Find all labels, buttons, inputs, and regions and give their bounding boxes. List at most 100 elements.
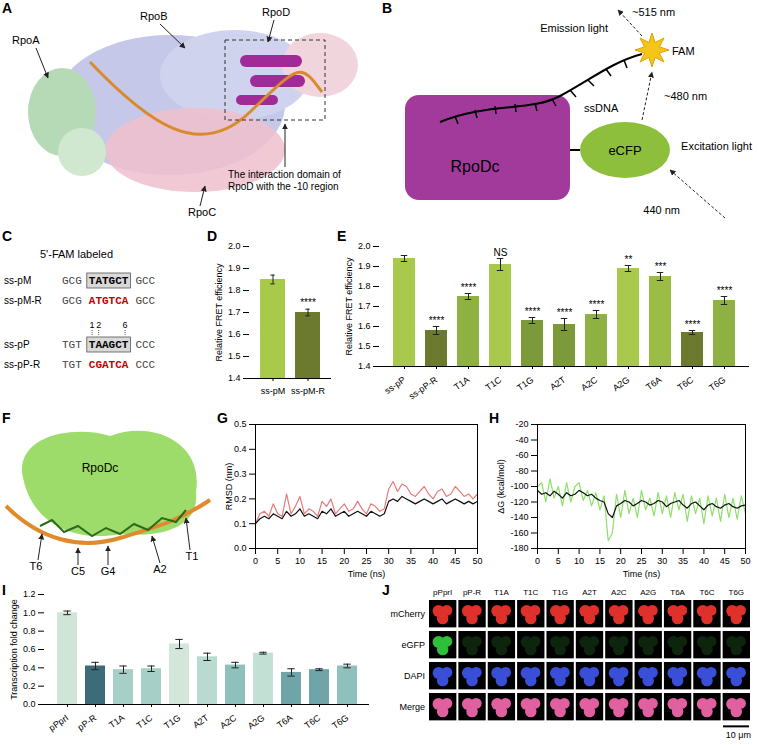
svg-text:15: 15 xyxy=(317,556,327,566)
svg-text:T1: T1 xyxy=(186,550,199,562)
svg-text:Excitation light: Excitation light xyxy=(681,140,752,152)
svg-text:RpoB: RpoB xyxy=(140,10,168,22)
svg-text:T6: T6 xyxy=(30,560,43,572)
svg-text:1.4: 1.4 xyxy=(358,361,371,371)
svg-text:Time (ns): Time (ns) xyxy=(623,569,661,579)
svg-text:10: 10 xyxy=(574,556,584,566)
svg-text:~480 nm: ~480 nm xyxy=(664,90,707,102)
svg-text:mCherry: mCherry xyxy=(390,609,425,619)
svg-text:1.6: 1.6 xyxy=(358,321,371,331)
svg-text:DAPI: DAPI xyxy=(404,671,425,681)
svg-text:GCG: GCG xyxy=(62,295,82,307)
svg-text:pPprI: pPprI xyxy=(433,588,452,597)
svg-text:A2: A2 xyxy=(153,563,166,575)
svg-text:5: 5 xyxy=(556,556,561,566)
svg-text:35: 35 xyxy=(406,556,416,566)
svg-text:TATGCT: TATGCT xyxy=(89,275,129,287)
svg-text:0.2: 0.2 xyxy=(23,681,36,691)
svg-text:50: 50 xyxy=(740,556,750,566)
svg-text:T1C: T1C xyxy=(523,588,538,597)
svg-text:RpoA: RpoA xyxy=(12,34,40,46)
svg-text:20: 20 xyxy=(339,556,349,566)
svg-text:ss-pP-R: ss-pP-R xyxy=(407,374,440,401)
svg-text:-160: -160 xyxy=(510,528,528,538)
svg-text:****: **** xyxy=(589,299,605,310)
svg-text:TGT: TGT xyxy=(62,339,82,351)
svg-text:ss-pP: ss-pP xyxy=(383,375,408,396)
svg-text:0.5: 0.5 xyxy=(234,419,247,429)
svg-text:RpoD: RpoD xyxy=(262,6,290,18)
svg-text:RpoDc: RpoDc xyxy=(82,461,119,475)
svg-text:0: 0 xyxy=(535,556,540,566)
svg-text:25: 25 xyxy=(636,556,646,566)
svg-text:ss-pM-R: ss-pM-R xyxy=(4,295,42,306)
svg-text:The interaction domain of: The interaction domain of xyxy=(228,169,341,180)
svg-text:****: **** xyxy=(429,315,445,326)
svg-text:1.6: 1.6 xyxy=(228,329,241,339)
svg-text:T1A: T1A xyxy=(494,588,509,597)
svg-text:GCC: GCC xyxy=(135,295,155,307)
svg-text:****: **** xyxy=(525,306,541,317)
svg-text:0.0: 0.0 xyxy=(234,543,247,553)
svg-text:T1G: T1G xyxy=(162,713,182,731)
svg-text:T6G: T6G xyxy=(330,713,350,731)
svg-text:ssDNA: ssDNA xyxy=(584,102,619,114)
svg-text:RpoC: RpoC xyxy=(188,206,216,218)
svg-text:A2C: A2C xyxy=(218,712,238,731)
svg-text:A2C: A2C xyxy=(611,588,627,597)
svg-text:-140: -140 xyxy=(510,512,528,522)
svg-text:GCC: GCC xyxy=(135,275,155,287)
svg-text:20: 20 xyxy=(616,556,626,566)
svg-text:A2G: A2G xyxy=(640,588,656,597)
svg-text:1.7: 1.7 xyxy=(228,307,241,317)
svg-text:2.0: 2.0 xyxy=(358,241,371,251)
svg-text:0.6: 0.6 xyxy=(23,644,36,654)
svg-text:30: 30 xyxy=(657,556,667,566)
svg-text:ss-pM: ss-pM xyxy=(261,386,286,396)
svg-text:Time (ns): Time (ns) xyxy=(348,569,386,579)
svg-text:T6A: T6A xyxy=(644,375,663,393)
svg-text:RpoD with the -10 region: RpoD with the -10 region xyxy=(228,181,339,192)
svg-text:ΔG (kcal/mol): ΔG (kcal/mol) xyxy=(496,459,506,514)
svg-text:2.0: 2.0 xyxy=(228,241,241,251)
svg-text:****: **** xyxy=(685,319,701,330)
svg-text:ss-pP: ss-pP xyxy=(4,339,30,350)
svg-text:A2C: A2C xyxy=(579,374,599,393)
svg-text:RpoDc: RpoDc xyxy=(451,158,500,175)
svg-text:T6G: T6G xyxy=(707,375,727,393)
svg-text:A2G: A2G xyxy=(611,375,631,394)
svg-text:Relative FRET efficiency: Relative FRET efficiency xyxy=(214,263,224,362)
svg-text:-60: -60 xyxy=(515,450,528,460)
svg-text:1.9: 1.9 xyxy=(228,263,241,273)
svg-text:G4: G4 xyxy=(101,565,116,577)
svg-text:1.4: 1.4 xyxy=(228,373,241,383)
svg-text:T6C: T6C xyxy=(676,374,696,392)
svg-text:CCC: CCC xyxy=(135,359,155,371)
svg-text:NS: NS xyxy=(494,247,508,258)
svg-text:TGT: TGT xyxy=(62,359,82,371)
svg-text:****: **** xyxy=(300,297,316,308)
svg-text:ATGTCA: ATGTCA xyxy=(89,295,129,307)
svg-text:C5: C5 xyxy=(71,565,85,577)
svg-text:eGFP: eGFP xyxy=(401,640,425,650)
svg-text:-100: -100 xyxy=(510,481,528,491)
svg-text:1.8: 1.8 xyxy=(228,285,241,295)
svg-text:50: 50 xyxy=(472,556,482,566)
svg-text:-20: -20 xyxy=(515,419,528,429)
svg-text:TAAGCT: TAAGCT xyxy=(89,339,129,351)
svg-text:pP-R: pP-R xyxy=(76,712,99,732)
svg-text:eCFP: eCFP xyxy=(608,143,641,158)
svg-text:T6C: T6C xyxy=(699,588,714,597)
svg-text:30: 30 xyxy=(384,556,394,566)
svg-text:0.1: 0.1 xyxy=(234,519,247,529)
svg-text:Merge: Merge xyxy=(399,702,425,712)
svg-text:A2T: A2T xyxy=(191,712,211,730)
svg-text:0.3: 0.3 xyxy=(234,469,247,479)
svg-text:35: 35 xyxy=(678,556,688,566)
svg-text:5: 5 xyxy=(275,556,280,566)
svg-text:-120: -120 xyxy=(510,497,528,507)
svg-text:1.2: 1.2 xyxy=(23,589,36,599)
svg-text:T6A: T6A xyxy=(670,588,685,597)
svg-text:ss-pM-R: ss-pM-R xyxy=(291,386,325,396)
svg-text:CGATCA: CGATCA xyxy=(89,359,129,371)
